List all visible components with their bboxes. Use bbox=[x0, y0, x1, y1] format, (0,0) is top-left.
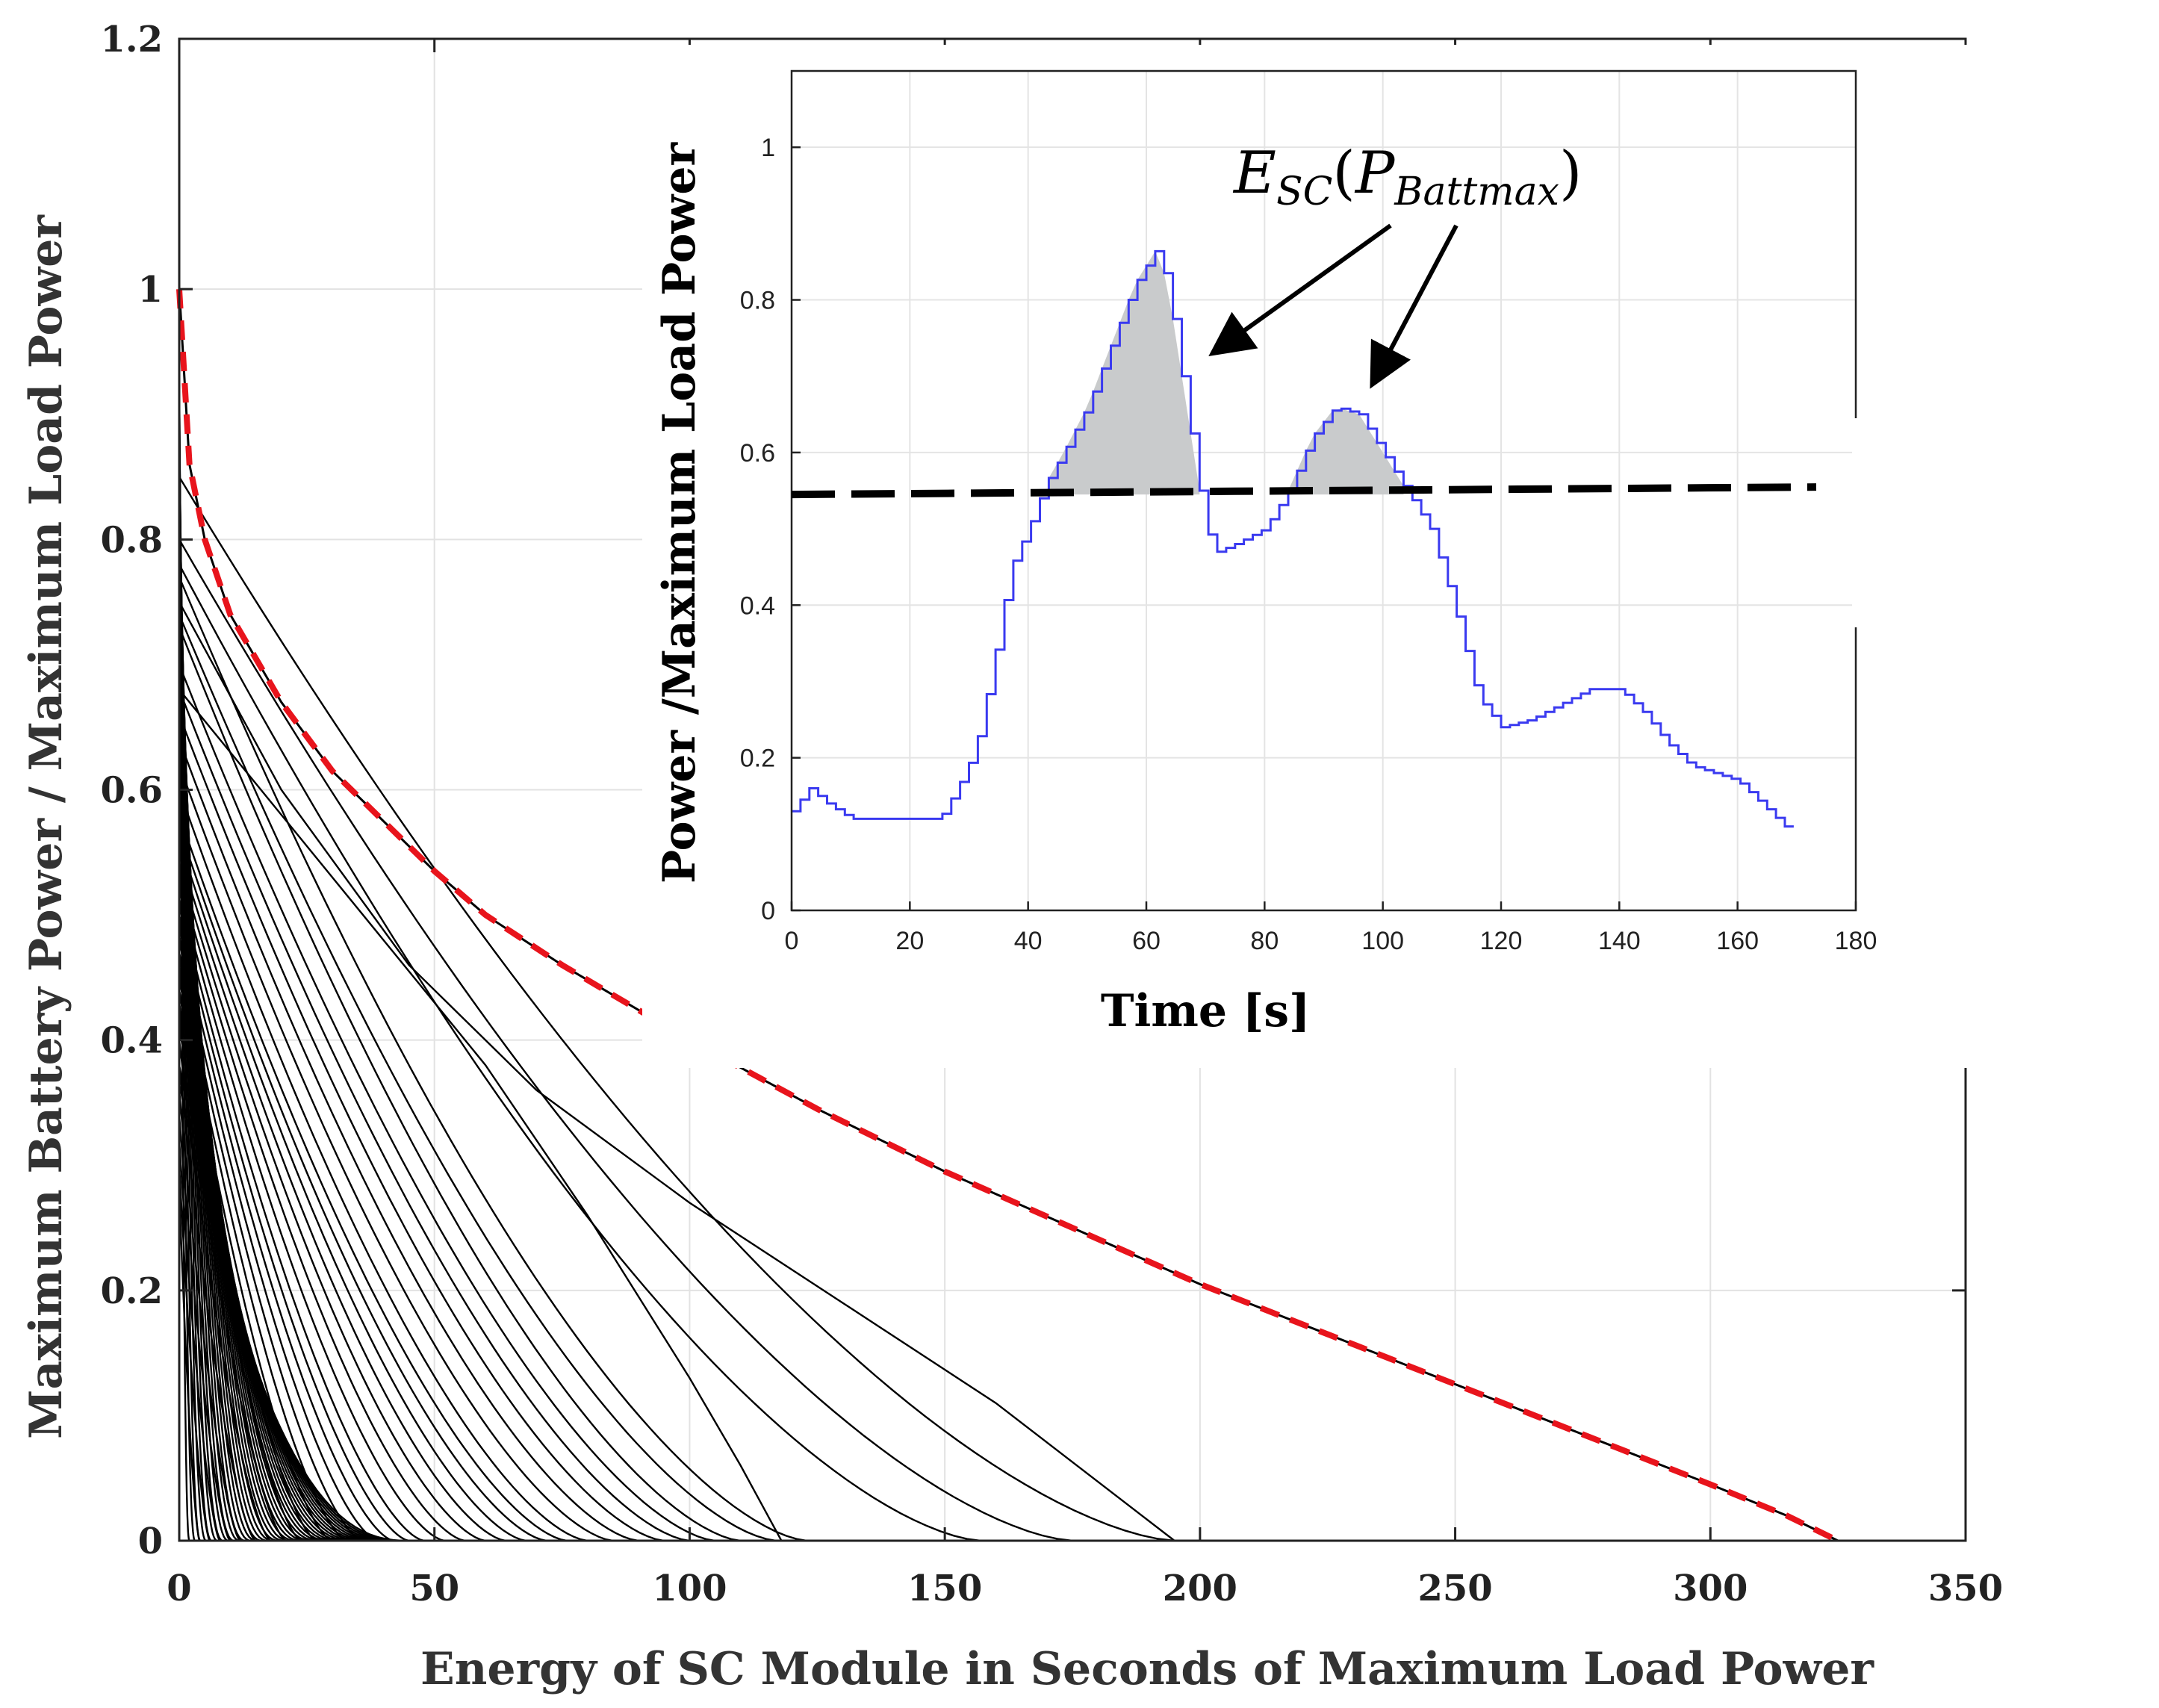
main-curve-family bbox=[178, 289, 1839, 1542]
inset-x-tick-label: 160 bbox=[1716, 927, 1759, 955]
battery-power-curve bbox=[178, 952, 370, 1542]
battery-power-curve bbox=[178, 789, 588, 1542]
battery-power-curve bbox=[178, 764, 614, 1542]
battery-power-curve bbox=[178, 914, 409, 1542]
main-x-tick-label: 100 bbox=[652, 1568, 727, 1609]
main-y-tick-label: 0.4 bbox=[100, 1020, 163, 1062]
inset-x-axis-label: Time [s] bbox=[1101, 985, 1311, 1037]
esc-annotation-label: ESC(PBattmax) bbox=[1232, 140, 1582, 214]
battery-power-curve bbox=[178, 971, 375, 1542]
battery-power-curve bbox=[178, 1008, 386, 1542]
main-x-tick-label: 300 bbox=[1673, 1568, 1748, 1609]
arrow-icon bbox=[1370, 224, 1459, 389]
inset-x-tick-label: 180 bbox=[1835, 927, 1877, 955]
battery-power-curve bbox=[178, 538, 1073, 1542]
battery-power-curve bbox=[178, 940, 379, 1542]
load-power-line bbox=[792, 249, 1794, 828]
inset-y-tick-label: 1 bbox=[761, 134, 775, 162]
main-x-tick-label: 200 bbox=[1163, 1568, 1237, 1609]
inset-x-tick-label: 0 bbox=[785, 927, 799, 955]
battery-power-curve bbox=[178, 934, 364, 1542]
main-y-tick-label: 0.6 bbox=[100, 770, 163, 812]
battery-power-curve bbox=[178, 476, 1175, 1542]
battery-power-curve bbox=[178, 889, 445, 1542]
battery-power-curve bbox=[178, 1046, 397, 1542]
main-x-tick-label: 0 bbox=[167, 1568, 191, 1609]
inset-x-tick-label: 100 bbox=[1361, 927, 1404, 955]
main-x-axis-label: Energy of SC Module in Seconds of Maximu… bbox=[420, 1643, 1874, 1695]
inset-y-tick-label: 0 bbox=[761, 897, 775, 925]
inset-x-tick-label: 140 bbox=[1598, 927, 1641, 955]
main-y-tick-label: 1 bbox=[138, 269, 163, 311]
main-y-tick-label: 0.2 bbox=[100, 1270, 163, 1312]
battery-power-curve bbox=[178, 914, 358, 1542]
battery-power-curve bbox=[178, 851, 506, 1542]
inset-y-tick-label: 0.2 bbox=[740, 745, 775, 773]
battery-power-curve bbox=[178, 689, 690, 1542]
battery-power-curve bbox=[178, 952, 364, 1542]
main-x-tick-label: 250 bbox=[1417, 1568, 1492, 1609]
inset-y-axis-label: Power /Maximum Load Power bbox=[653, 142, 706, 883]
esc-annotation-arrows bbox=[1208, 223, 1459, 389]
battery-power-curve bbox=[178, 614, 777, 1542]
battery-power-curve bbox=[178, 564, 981, 1542]
inset-x-tick-label: 120 bbox=[1480, 927, 1523, 955]
main-y-tick-label: 1.2 bbox=[100, 19, 163, 60]
energy-shaded-areas bbox=[1049, 251, 1404, 495]
battery-power-curve bbox=[178, 839, 526, 1542]
main-x-tick-label: 150 bbox=[907, 1568, 982, 1609]
battery-power-curve bbox=[178, 827, 547, 1542]
energy-area bbox=[1288, 409, 1404, 495]
battery-power-curve bbox=[178, 902, 425, 1542]
inset-y-tick-label: 0.4 bbox=[740, 591, 775, 620]
inset-x-tick-label: 40 bbox=[1014, 927, 1043, 955]
battery-power-curve bbox=[178, 577, 807, 1542]
battery-power-curve bbox=[178, 990, 381, 1542]
inset-x-tick-label: 60 bbox=[1132, 927, 1161, 955]
battery-power-curve bbox=[178, 927, 394, 1542]
inset-axis-ticks: 0 20 40 60 80 100 120 140 160 180 0 0.2 0.4 0.6 0.8 1 bbox=[740, 134, 1877, 955]
battery-power-curve bbox=[178, 814, 568, 1542]
inset-x-tick-label: 80 bbox=[1250, 927, 1279, 955]
inset-background bbox=[642, 45, 1986, 1068]
inset-chart: 0 20 40 60 80 100 120 140 160 180 0 0.2 0.4 0.6 0.8 1 T… bbox=[642, 45, 1986, 1068]
battery-power-curve bbox=[178, 664, 715, 1542]
battery-power-curve bbox=[178, 739, 639, 1542]
battery-power-curve bbox=[178, 1027, 392, 1542]
inset-x-tick-label: 20 bbox=[895, 927, 924, 955]
main-x-tick-label: 50 bbox=[409, 1568, 459, 1609]
battery-power-curve bbox=[178, 877, 465, 1542]
label-background bbox=[1852, 418, 2136, 627]
battery-power-curve bbox=[178, 601, 1175, 1541]
main-y-axis-label: Maximum Battery Power / Maximum Load Pow… bbox=[20, 214, 72, 1439]
battery-power-curve bbox=[178, 689, 783, 1541]
battery-power-curve bbox=[178, 714, 665, 1542]
arrow-icon bbox=[1208, 223, 1392, 356]
inset-y-tick-label: 0.8 bbox=[740, 287, 775, 315]
battery-power-curve bbox=[178, 864, 486, 1542]
envelope-curve bbox=[176, 288, 1839, 1544]
main-x-tick-label: 350 bbox=[1928, 1568, 2003, 1609]
main-y-tick-label: 0 bbox=[138, 1521, 163, 1562]
main-y-tick-label: 0.8 bbox=[100, 519, 163, 561]
annotations: ESC(PBattmax) PBattmax bbox=[1208, 140, 2136, 627]
inset-y-tick-label: 0.6 bbox=[740, 439, 775, 468]
energy-area bbox=[1049, 251, 1200, 495]
inset-grid bbox=[791, 71, 1857, 911]
battery-power-curve bbox=[178, 627, 741, 1542]
battery-power-threshold-line bbox=[791, 483, 1817, 499]
battery-power-curve bbox=[178, 1084, 408, 1542]
